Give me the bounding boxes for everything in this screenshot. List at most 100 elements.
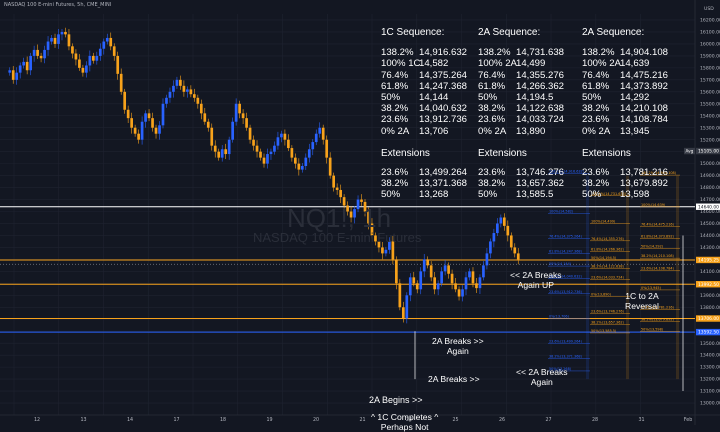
y-tick-label: 13900.00 bbox=[700, 293, 720, 299]
candle-body bbox=[370, 223, 374, 236]
price-badge-tag bbox=[684, 147, 695, 155]
candle-body bbox=[384, 249, 388, 254]
candle-body bbox=[189, 89, 193, 95]
y-tick-label: 14100.00 bbox=[700, 269, 720, 275]
fib-shade bbox=[626, 175, 629, 380]
fib-row: 138.2% 14,916.632 bbox=[381, 47, 468, 59]
candle-body bbox=[262, 157, 266, 164]
candle-body bbox=[133, 127, 137, 134]
x-tick-label: 12 bbox=[34, 417, 40, 423]
x-tick-label: 13 bbox=[80, 417, 86, 423]
fib-table-1c: 1C Sequence: 138.2% 14,916.632 100% 1C14,… bbox=[381, 0, 467, 201]
candle-body bbox=[8, 70, 12, 73]
candle-body bbox=[509, 235, 513, 248]
y-tick-label: 14400.00 bbox=[700, 233, 720, 239]
fib-level-label: 61.8%(14,373.892) bbox=[641, 235, 675, 239]
candle-body bbox=[213, 145, 217, 152]
candle-body bbox=[516, 253, 520, 260]
candle-body bbox=[74, 53, 78, 60]
candle-body bbox=[485, 253, 489, 266]
candle-body bbox=[39, 55, 43, 59]
candle-body bbox=[332, 175, 336, 188]
y-tick-label: 16200.00 bbox=[700, 18, 720, 24]
fib-level-label: 138.2%(14,731.638) bbox=[591, 192, 627, 196]
fib-row: 38.2% 14,122.638 bbox=[478, 103, 565, 115]
candle-body bbox=[147, 113, 151, 119]
candle-body bbox=[502, 217, 506, 226]
candle-body bbox=[464, 277, 468, 290]
x-tick-label: 17 bbox=[173, 417, 179, 423]
price-badge-label: 13592.50 bbox=[698, 330, 719, 336]
candle-body bbox=[398, 283, 402, 308]
candle-body bbox=[154, 127, 158, 134]
fib-table-2a-alt: 2A Sequence: 138.2% 14,904.108 100% 2A14,… bbox=[582, 0, 668, 201]
fib-row: 50% 14,292 bbox=[582, 92, 650, 104]
candle-body bbox=[57, 34, 60, 44]
candle-body bbox=[388, 241, 391, 250]
candle-body bbox=[206, 121, 210, 128]
candle-body bbox=[450, 273, 454, 284]
candle-body bbox=[287, 139, 290, 149]
y-tick-label: 14800.00 bbox=[700, 185, 720, 191]
candle-body bbox=[168, 91, 172, 98]
x-tick-label: Feb bbox=[684, 417, 693, 423]
fib-row: 23.6% 13,912.736 bbox=[381, 114, 468, 126]
price-badge bbox=[696, 315, 720, 322]
fib-level-label: 0%(13,890) bbox=[591, 292, 612, 296]
candle-body bbox=[353, 209, 356, 218]
y-tick-label: 15800.00 bbox=[700, 65, 720, 71]
candle-body bbox=[29, 55, 32, 71]
candle-body bbox=[447, 265, 450, 274]
candle-body bbox=[377, 241, 381, 248]
fib-level-label: 23.6%(13,912.736) bbox=[549, 290, 583, 294]
candle-body bbox=[356, 199, 360, 210]
candle-body bbox=[321, 127, 325, 140]
price-badge bbox=[696, 203, 720, 210]
candle-body bbox=[401, 307, 405, 319]
candle-body bbox=[506, 225, 510, 236]
candle-body bbox=[367, 211, 370, 224]
candle-body bbox=[429, 265, 433, 278]
candle-body bbox=[112, 46, 116, 56]
x-tick-label: 18 bbox=[220, 417, 226, 423]
fib-level-label: 0%(13,945) bbox=[641, 286, 662, 290]
candle-body bbox=[248, 127, 252, 140]
candle-body bbox=[276, 137, 280, 146]
candle-body bbox=[217, 151, 221, 158]
fib-level-label: 38.2%(14,122.638) bbox=[591, 265, 625, 269]
candle-body bbox=[25, 61, 29, 71]
candle-body bbox=[241, 113, 245, 119]
price-badge-label: 14640.00 bbox=[698, 204, 719, 210]
y-tick-label: 15000.00 bbox=[700, 161, 720, 167]
y-tick-label: 13000.00 bbox=[700, 401, 720, 407]
fib-level-label: 38.2%(13,679.892) bbox=[641, 318, 675, 322]
candle-body bbox=[454, 283, 457, 290]
candle-body bbox=[266, 154, 269, 164]
price-badge-label: 14195.25 bbox=[698, 258, 719, 264]
annotation-breaks-low: 2A Breaks >> bbox=[428, 374, 480, 384]
candle-body bbox=[81, 67, 85, 73]
candle-body bbox=[78, 59, 81, 68]
annotation-2a-begins: 2A Begins >> bbox=[369, 395, 423, 405]
price-badge bbox=[696, 147, 720, 155]
candle-body bbox=[339, 189, 342, 198]
fib-row: 0% 2A 13,945 bbox=[582, 125, 650, 137]
currency-label: USD bbox=[704, 6, 714, 12]
price-badge bbox=[696, 328, 720, 336]
candle-body bbox=[304, 157, 308, 167]
candle-body bbox=[109, 37, 113, 47]
candle-body bbox=[210, 127, 214, 146]
y-tick-label: 15500.00 bbox=[700, 101, 720, 107]
candle-body bbox=[50, 37, 53, 42]
candle-body bbox=[433, 277, 437, 290]
candle-body bbox=[283, 133, 287, 140]
candle-body bbox=[43, 49, 46, 59]
candle-body bbox=[513, 247, 517, 254]
fib-level-label: 23.6%(14,108.784) bbox=[641, 266, 675, 270]
candle-body bbox=[182, 85, 186, 92]
candle-body bbox=[18, 65, 22, 73]
candle-body bbox=[98, 48, 102, 56]
candle-body bbox=[300, 166, 304, 170]
fib-level-label: 50%(13,268) bbox=[549, 367, 572, 371]
